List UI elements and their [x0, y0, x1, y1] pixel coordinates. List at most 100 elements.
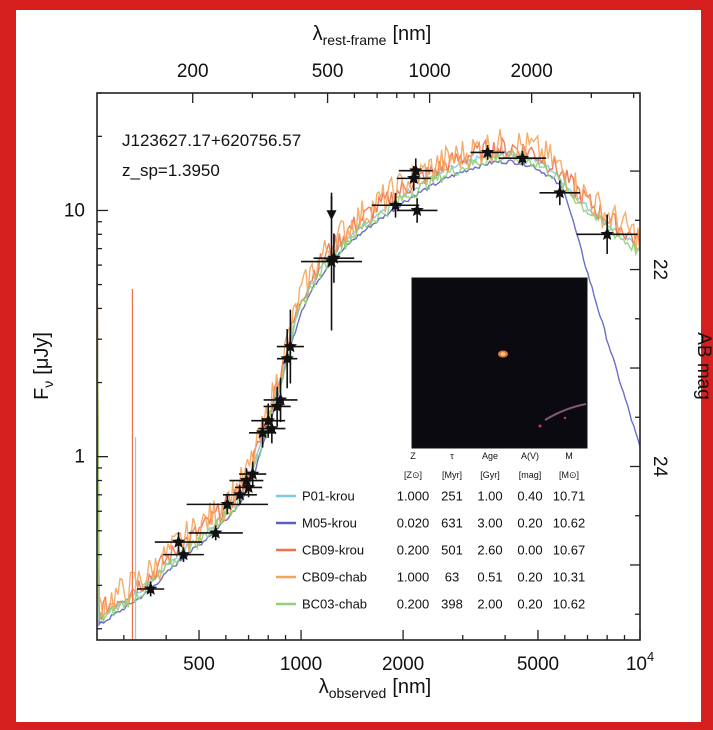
- y-tick-label-right: 24: [649, 456, 670, 478]
- x-tick-label-sup: 4: [647, 649, 654, 664]
- photometry-point: [470, 145, 505, 160]
- x-tick-label-bottom: 1000: [280, 654, 322, 675]
- photometry-point: [263, 377, 298, 423]
- upper-limit: [326, 196, 337, 221]
- data-marker: [283, 339, 297, 353]
- legend-value: 1.00: [477, 489, 502, 504]
- data-marker: [171, 535, 186, 548]
- legend-value: 251: [441, 489, 463, 504]
- legend-value: 501: [441, 543, 463, 558]
- photometry-point: [576, 214, 638, 255]
- legend-value: 2.60: [477, 543, 502, 558]
- legend-value: 1.000: [397, 570, 430, 585]
- y-axis-title-right: AB mag: [693, 332, 713, 400]
- table-header-unit: [Z⊙]: [404, 470, 422, 480]
- data-marker: [409, 163, 423, 177]
- table-header: A(V): [521, 451, 539, 461]
- table-header-unit: [M⊙]: [559, 470, 579, 480]
- legend-value: 63: [445, 570, 459, 585]
- legend-value: 2.00: [477, 597, 502, 612]
- data-marker: [265, 421, 279, 435]
- legend-model-name: CB09-chab: [302, 570, 367, 585]
- photometry-point: [313, 233, 355, 283]
- photometry-point: [239, 461, 267, 487]
- data-marker: [255, 425, 270, 439]
- x-tick-label-top: 2000: [511, 61, 553, 82]
- table-header-unit: [Gyr]: [480, 470, 500, 480]
- legend-row: CB09-chab 1.000 63 0.51 0.20 10.31: [276, 570, 585, 585]
- data-marker: [261, 413, 275, 427]
- legend-value: 0.20: [517, 597, 542, 612]
- table-header-unit: [mag]: [519, 470, 542, 480]
- x-tick-label-top: 1000: [408, 61, 450, 82]
- photometry-point: [163, 547, 204, 563]
- legend-value: 3.00: [477, 516, 502, 531]
- x-tick-label-bottom: 104: [626, 649, 654, 675]
- photometry-point: [251, 403, 286, 438]
- model-spectrum-CB09-chab: [97, 128, 640, 622]
- plot-frame: [96, 92, 641, 641]
- data-marker: [480, 145, 495, 159]
- photometry-point: [222, 484, 257, 505]
- x-tick-label-top: 500: [312, 61, 344, 82]
- photometry-point: [276, 309, 304, 384]
- data-marker: [246, 467, 260, 480]
- table-header-unit: [Myr]: [442, 470, 462, 480]
- legend-value: 10.62: [553, 516, 586, 531]
- model-legend: Z [Z⊙] τ [Myr] Age [Gyr] A(V) [mag] M [M⊙] P01-kro…: [276, 451, 585, 612]
- legend-model-name: BC03-chab: [302, 597, 367, 612]
- legend-row: M05-krou 0.020 631 3.00 0.20 10.62: [276, 516, 585, 531]
- photometry-point: [258, 413, 286, 444]
- legend-model-name: P01-krou: [302, 489, 355, 504]
- object-name: J123627.17+620756.57: [122, 131, 301, 150]
- x-axis-title-bottom: λobserved [nm]: [319, 676, 432, 701]
- legend-model-name: CB09-krou: [302, 543, 364, 558]
- photometry-point: [154, 532, 203, 552]
- legend-value: 10.62: [553, 597, 586, 612]
- galaxy-cutout-inset: [411, 277, 588, 449]
- data-marker: [327, 251, 341, 264]
- legend-value: 0.020: [397, 516, 430, 531]
- redshift-label: z_sp=1.3950: [122, 161, 220, 180]
- legend-model-name: M05-krou: [302, 516, 357, 531]
- data-marker: [410, 203, 424, 217]
- y-axis-title-left: Fν[μJy]: [31, 332, 56, 400]
- data-marker: [407, 171, 421, 184]
- legend-value: 10.67: [553, 543, 586, 558]
- table-header: M: [565, 451, 573, 461]
- legend-value: 398: [441, 597, 463, 612]
- legend-value: 0.200: [397, 543, 430, 558]
- photometry-point: [186, 494, 269, 515]
- x-tick-label-bottom: 2000: [382, 654, 424, 675]
- x-tick-label-top: 200: [177, 61, 209, 82]
- data-marker: [241, 480, 256, 494]
- y-tick-label-right: 22: [649, 259, 670, 280]
- photometry-point: [396, 198, 438, 223]
- legend-row: P01-krou 1.000 251 1.00 0.40 10.71: [276, 489, 585, 504]
- table-header: τ: [450, 451, 454, 461]
- legend-row: BC03-chab 0.200 398 2.00 0.20 10.62: [276, 597, 585, 612]
- data-marker: [273, 392, 288, 406]
- upper-limit-arrow: [326, 210, 337, 221]
- data-marker: [515, 151, 530, 164]
- photometry-point: [398, 158, 433, 184]
- y-tick-label-left: 10: [64, 200, 85, 221]
- legend-row: CB09-krou 0.200 501 2.60 0.00 10.67: [276, 543, 585, 558]
- legend-value: 10.71: [553, 489, 586, 504]
- axis-ticks: 500 1000 2000 5000 104 200 500 1000 2000 1 10 22 24: [64, 61, 670, 675]
- data-marker: [553, 185, 567, 199]
- photometry-point: [371, 192, 420, 218]
- data-marker: [233, 487, 247, 501]
- data-marker: [176, 547, 191, 561]
- x-axis-title-top: λrest-frame [nm]: [313, 23, 432, 48]
- photometry-point: [188, 525, 243, 541]
- photometry-point: [137, 581, 165, 597]
- photometry-point: [539, 180, 581, 206]
- legend-value: 0.00: [517, 543, 542, 558]
- photometry-point: [498, 150, 547, 166]
- legend-value: 1.000: [397, 489, 430, 504]
- data-marker: [600, 227, 614, 240]
- legend-value: 0.51: [477, 570, 502, 585]
